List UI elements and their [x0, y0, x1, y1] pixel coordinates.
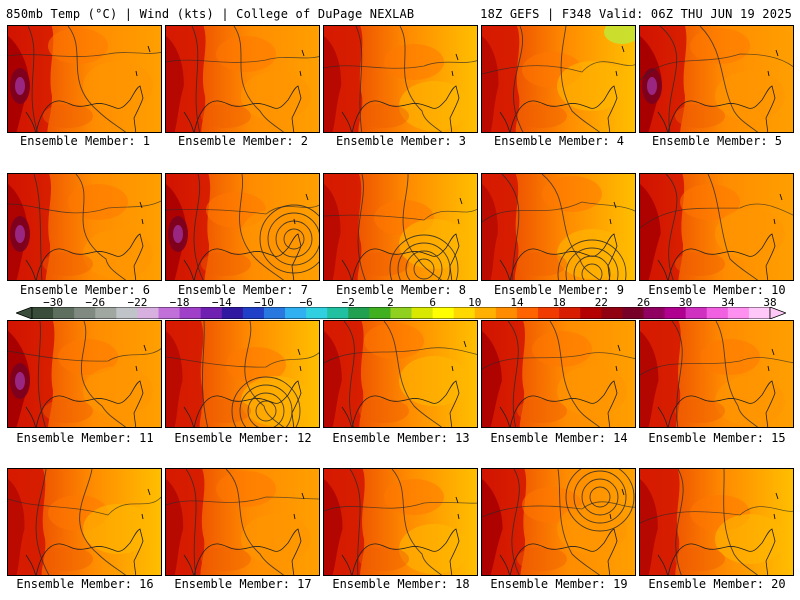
colorbar-tick-label: −30	[43, 296, 64, 309]
colorbar-tick-label: 34	[721, 296, 735, 309]
colorbar-segment	[643, 307, 666, 319]
ensemble-member-label: Ensemble Member: 9	[493, 283, 625, 297]
colorbar-labels: −30 −26 −22 −18 −14 −10 −6 −2 2 6 10 14 18 22 26 30 34 38…	[0, 296, 800, 309]
colorbar-segment	[453, 307, 476, 319]
colorbar-tick-label: −2	[341, 296, 355, 309]
ensemble-member-map	[165, 173, 320, 281]
ensemble-member-label: Ensemble Member: 13	[332, 431, 470, 445]
ensemble-member-map	[481, 320, 636, 428]
colorbar-tick-label: 38	[763, 296, 777, 309]
ensemble-member-label: Ensemble Member: 18	[332, 577, 470, 591]
colorbar-segment	[474, 307, 497, 319]
colorbar-segment	[748, 307, 771, 319]
colorbar-tick-label: −26	[85, 296, 106, 309]
colorbar-tick-label: −22	[127, 296, 148, 309]
colorbar-right-arrow	[769, 307, 786, 319]
colorbar-segment	[706, 307, 729, 319]
colorbar-tick-label: −10	[254, 296, 274, 309]
ensemble-member-label: Ensemble Member: 6	[19, 283, 151, 297]
ensemble-member-label: Ensemble Member: 4	[493, 134, 625, 148]
colorbar-segment	[685, 307, 708, 319]
colorbar-tick-label: 10	[468, 296, 482, 309]
colorbar-tick-label: 30	[679, 296, 693, 309]
ensemble-member-map	[323, 173, 478, 281]
colorbar-segment	[53, 307, 75, 319]
ensemble-member-map	[7, 25, 162, 133]
ensemble-member-label: Ensemble Member: 12	[174, 431, 312, 445]
colorbar-segment	[495, 307, 518, 319]
colorbar-segment	[622, 307, 644, 319]
colorbar-segment	[664, 307, 687, 319]
colorbar-segment	[601, 307, 623, 319]
map-title: 850mb Temp (°C) | Wind (kts) | College o…	[6, 7, 415, 21]
ensemble-member-map	[165, 25, 320, 133]
colorbar-tick-label: 26	[636, 296, 651, 309]
colorbar-segment	[306, 307, 328, 319]
colorbar-segment	[95, 307, 117, 319]
colorbar-segment	[580, 307, 602, 319]
ensemble-member-label: Ensemble Member: 3	[335, 134, 467, 148]
ensemble-member-map	[323, 468, 478, 576]
temperature-colorbar	[16, 307, 786, 319]
ensemble-member-label: Ensemble Member: 19	[490, 577, 628, 591]
colorbar-segment	[411, 307, 434, 319]
colorbar-segment	[137, 307, 160, 319]
ensemble-member-map	[639, 173, 794, 281]
colorbar-segment	[516, 307, 539, 319]
ensemble-member-map	[481, 173, 636, 281]
colorbar-segment	[221, 307, 244, 319]
ensemble-member-label: Ensemble Member: 20	[648, 577, 786, 591]
ensemble-member-label: Ensemble Member: 7	[177, 283, 309, 297]
ensemble-member-map	[639, 468, 794, 576]
colorbar-segment	[432, 307, 455, 319]
colorbar-tick-label: −6	[299, 296, 313, 309]
ensemble-member-label: Ensemble Member: 15	[648, 431, 786, 445]
ensemble-member-map	[639, 25, 794, 133]
colorbar-tick-label: −18	[169, 296, 190, 309]
ensemble-member-label: Ensemble Member: 14	[490, 431, 628, 445]
colorbar-tick-label: 18	[552, 296, 566, 309]
ensemble-member-label: Ensemble Member: 17	[174, 577, 312, 591]
ensemble-member-map	[323, 320, 478, 428]
colorbar-segment	[242, 307, 265, 319]
ensemble-member-map	[7, 468, 162, 576]
colorbar-tick-label: −14	[211, 296, 232, 309]
colorbar-segment	[348, 307, 370, 319]
ensemble-member-label: Ensemble Member: 8	[335, 283, 467, 297]
ensemble-member-label: Ensemble Member: 10	[648, 283, 786, 297]
ensemble-member-label: Ensemble Member: 1	[19, 134, 151, 148]
colorbar-segment	[369, 307, 391, 319]
colorbar-segment	[158, 307, 181, 319]
colorbar-segment	[200, 307, 223, 319]
ensemble-member-map	[165, 468, 320, 576]
colorbar-segment	[538, 307, 560, 319]
colorbar-segment	[285, 307, 307, 319]
ensemble-member-map	[165, 320, 320, 428]
colorbar-segment	[727, 307, 750, 319]
colorbar-tick-label: 22	[594, 296, 608, 309]
ensemble-member-map	[481, 25, 636, 133]
colorbar-segment	[559, 307, 581, 319]
ensemble-member-map	[639, 320, 794, 428]
colorbar-segment	[116, 307, 138, 319]
ensemble-member-label: Ensemble Member: 5	[651, 134, 783, 148]
colorbar-segment	[74, 307, 96, 319]
colorbar-segment	[179, 307, 202, 319]
colorbar-segment	[32, 307, 54, 319]
colorbar-segment	[263, 307, 286, 319]
ensemble-member-label: Ensemble Member: 11	[16, 431, 154, 445]
ensemble-member-map	[323, 25, 478, 133]
colorbar-tick-label: 2	[387, 296, 394, 309]
run-valid-time: 18Z GEFS | F348 Valid: 06Z THU JUN 19 20…	[480, 7, 792, 21]
colorbar-tick-label: 6	[429, 296, 436, 309]
ensemble-member-map	[7, 173, 162, 281]
ensemble-member-label: Ensemble Member: 2	[177, 134, 309, 148]
colorbar-left-arrow	[16, 307, 33, 319]
ensemble-member-map	[481, 468, 636, 576]
colorbar-tick-label: 14	[510, 296, 524, 309]
colorbar-segment	[327, 307, 349, 319]
ensemble-member-map	[7, 320, 162, 428]
ensemble-member-label: Ensemble Member: 16	[16, 577, 154, 591]
colorbar-segment	[390, 307, 413, 319]
